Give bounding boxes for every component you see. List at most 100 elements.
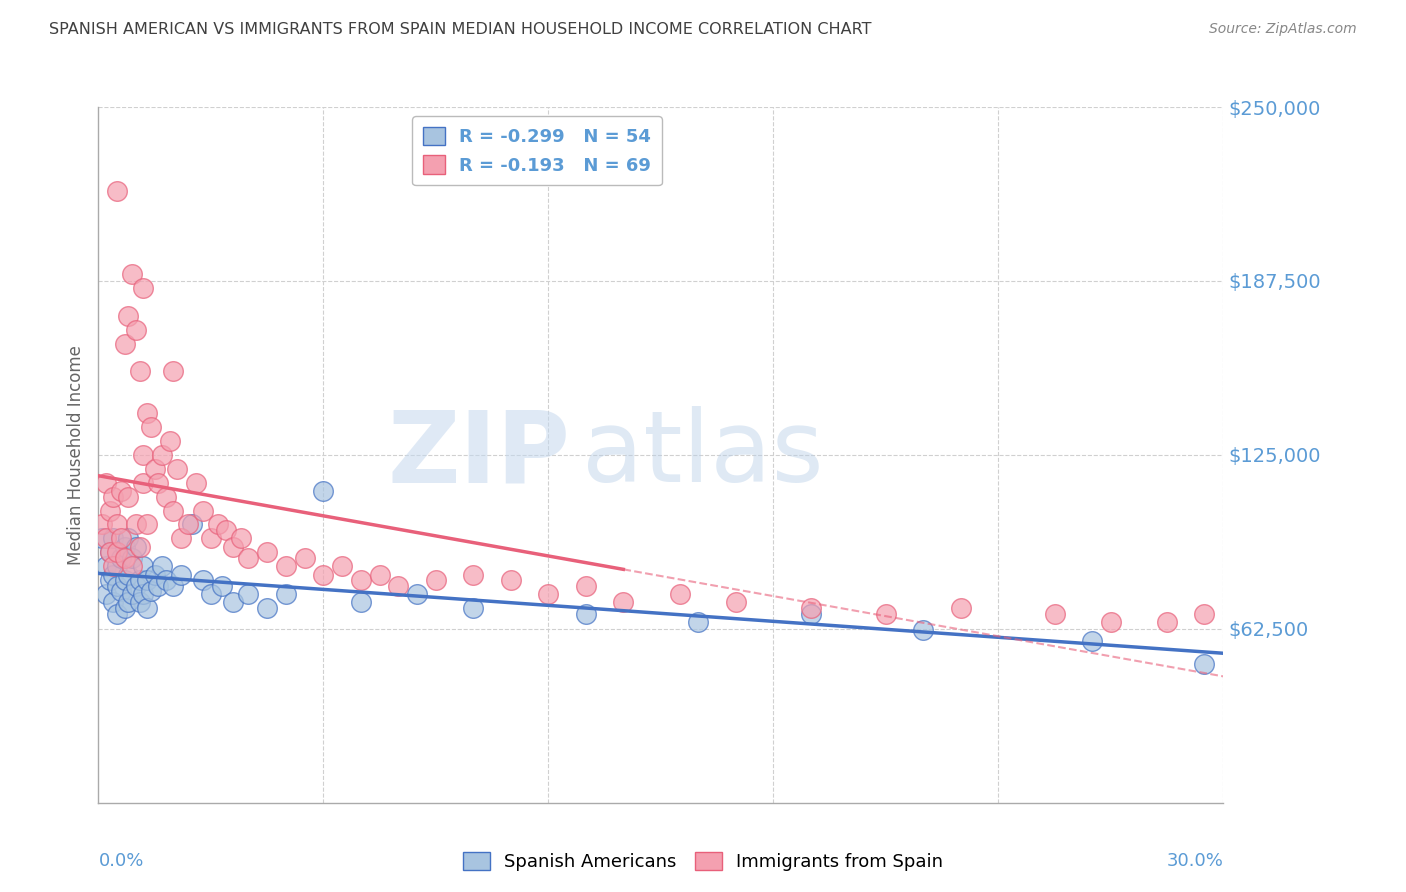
Text: 0.0%: 0.0% — [98, 852, 143, 870]
Point — [105, 545, 128, 559]
Point — [143, 462, 166, 476]
Point — [159, 434, 181, 448]
Point — [94, 532, 117, 546]
Point — [875, 607, 897, 621]
Point — [132, 281, 155, 295]
Point — [211, 579, 233, 593]
Point — [200, 587, 222, 601]
Point — [800, 601, 823, 615]
Point — [350, 573, 373, 587]
Point — [117, 532, 139, 546]
Point — [170, 532, 193, 546]
Point — [181, 517, 204, 532]
Point — [222, 540, 245, 554]
Point — [98, 503, 121, 517]
Point — [800, 607, 823, 621]
Point — [110, 550, 132, 565]
Point — [912, 624, 935, 638]
Point — [139, 584, 162, 599]
Text: SPANISH AMERICAN VS IMMIGRANTS FROM SPAIN MEDIAN HOUSEHOLD INCOME CORRELATION CH: SPANISH AMERICAN VS IMMIGRANTS FROM SPAI… — [49, 22, 872, 37]
Point — [612, 595, 634, 609]
Point — [103, 559, 125, 574]
Point — [166, 462, 188, 476]
Point — [105, 607, 128, 621]
Point — [94, 475, 117, 490]
Point — [150, 448, 173, 462]
Point — [575, 579, 598, 593]
Point — [110, 532, 132, 546]
Point — [121, 267, 143, 281]
Point — [103, 532, 125, 546]
Point — [155, 573, 177, 587]
Text: ZIP: ZIP — [388, 407, 571, 503]
Point — [1194, 607, 1216, 621]
Point — [121, 559, 143, 574]
Point — [136, 573, 159, 587]
Point — [91, 517, 114, 532]
Point — [294, 550, 316, 565]
Point — [229, 532, 252, 546]
Point — [1043, 607, 1066, 621]
Point — [132, 587, 155, 601]
Point — [105, 184, 128, 198]
Point — [114, 573, 136, 587]
Point — [105, 559, 128, 574]
Point — [238, 587, 260, 601]
Point — [128, 595, 150, 609]
Point — [114, 540, 136, 554]
Point — [110, 584, 132, 599]
Point — [688, 615, 710, 629]
Point — [162, 579, 184, 593]
Point — [193, 503, 215, 517]
Point — [1099, 615, 1122, 629]
Point — [155, 490, 177, 504]
Point — [463, 601, 485, 615]
Point — [139, 420, 162, 434]
Point — [184, 475, 207, 490]
Point — [143, 567, 166, 582]
Point — [724, 595, 747, 609]
Point — [132, 448, 155, 462]
Point — [274, 559, 297, 574]
Point — [312, 567, 335, 582]
Point — [105, 517, 128, 532]
Point — [132, 559, 155, 574]
Point — [207, 517, 229, 532]
Point — [387, 579, 409, 593]
Point — [121, 550, 143, 565]
Text: 30.0%: 30.0% — [1167, 852, 1223, 870]
Point — [1194, 657, 1216, 671]
Point — [94, 559, 117, 574]
Point — [117, 595, 139, 609]
Point — [128, 364, 150, 378]
Legend: R = -0.299   N = 54, R = -0.193   N = 69: R = -0.299 N = 54, R = -0.193 N = 69 — [412, 116, 662, 186]
Point — [162, 503, 184, 517]
Point — [117, 567, 139, 582]
Point — [103, 595, 125, 609]
Point — [274, 587, 297, 601]
Point — [105, 579, 128, 593]
Point — [114, 336, 136, 351]
Point — [125, 517, 148, 532]
Point — [575, 607, 598, 621]
Point — [98, 545, 121, 559]
Point — [537, 587, 560, 601]
Point — [125, 579, 148, 593]
Point — [148, 475, 170, 490]
Point — [121, 587, 143, 601]
Point — [668, 587, 690, 601]
Point — [368, 567, 391, 582]
Text: Source: ZipAtlas.com: Source: ZipAtlas.com — [1209, 22, 1357, 37]
Point — [256, 601, 278, 615]
Point — [499, 573, 522, 587]
Point — [193, 573, 215, 587]
Text: atlas: atlas — [582, 407, 824, 503]
Point — [215, 523, 238, 537]
Point — [238, 550, 260, 565]
Legend: Spanish Americans, Immigrants from Spain: Spanish Americans, Immigrants from Spain — [456, 845, 950, 879]
Point — [350, 595, 373, 609]
Point — [170, 567, 193, 582]
Point — [125, 323, 148, 337]
Point — [103, 490, 125, 504]
Point — [128, 540, 150, 554]
